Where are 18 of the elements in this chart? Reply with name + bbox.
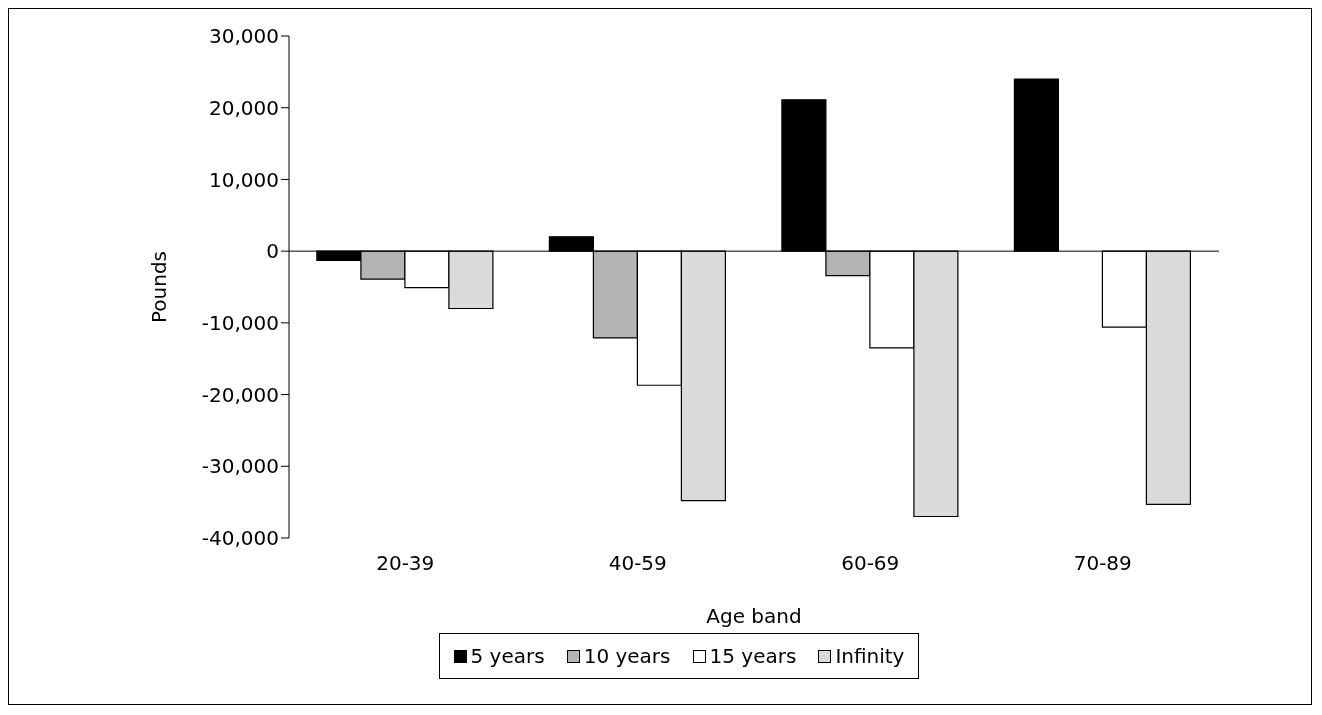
legend-label: 10 years bbox=[582, 644, 671, 668]
y-tick-label: 10,000 bbox=[209, 167, 279, 192]
x-tick-label: 70-89 bbox=[1073, 551, 1132, 576]
legend-label: 5 years bbox=[469, 644, 545, 668]
legend-label: Infinity bbox=[834, 644, 905, 668]
y-tick-label: 30,000 bbox=[209, 24, 279, 49]
x-tick-label: 20-39 bbox=[376, 551, 435, 576]
y-tick-label: -20,000 bbox=[201, 382, 279, 407]
legend-label: 15 years bbox=[708, 644, 797, 668]
x-tick-label: 60-69 bbox=[841, 551, 900, 576]
x-axis-title: Age band bbox=[706, 604, 802, 628]
y-tick-label: -30,000 bbox=[201, 454, 279, 479]
y-tick-label: -10,000 bbox=[201, 310, 279, 335]
x-tick-label: 40-59 bbox=[608, 551, 667, 576]
y-tick-label: 0 bbox=[266, 239, 279, 264]
y-axis-title: Pounds bbox=[147, 250, 172, 324]
y-tick-label: 20,000 bbox=[209, 95, 279, 120]
y-tick-label: -40,000 bbox=[201, 526, 279, 551]
